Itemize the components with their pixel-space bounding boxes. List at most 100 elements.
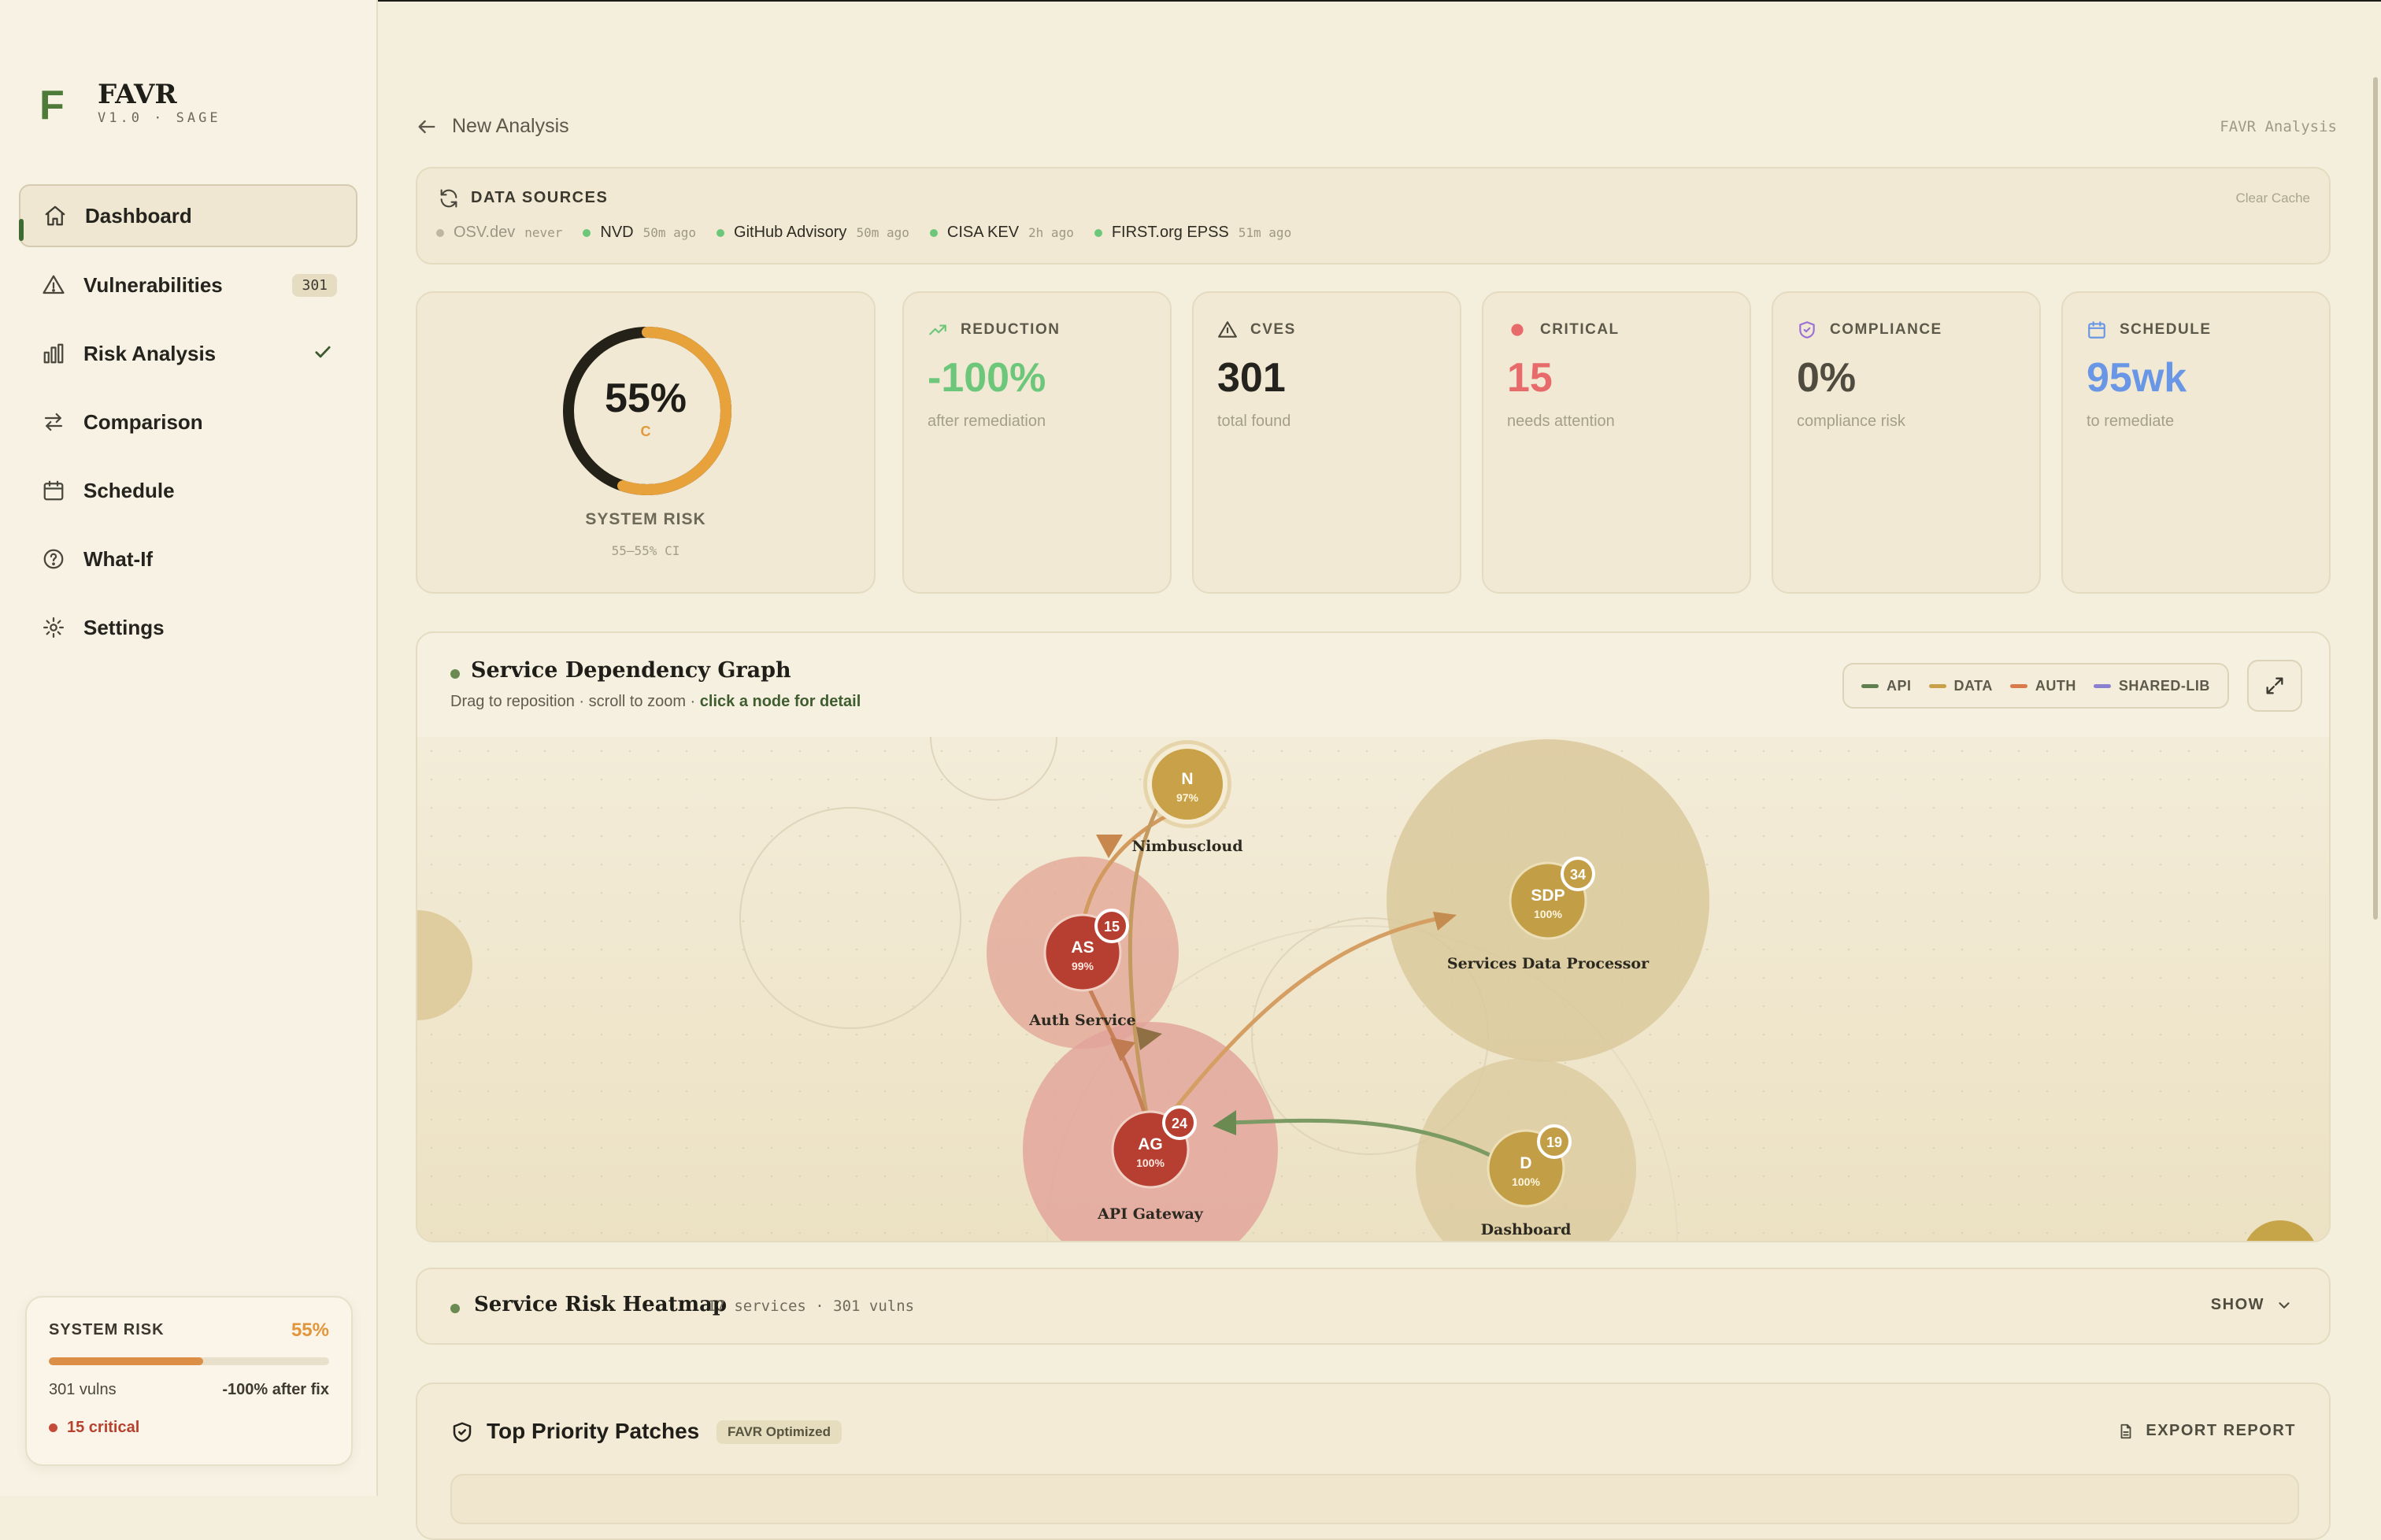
metric-value: 301	[1217, 355, 1286, 401]
metric-subtitle: total found	[1217, 413, 1291, 430]
calendar-icon	[39, 476, 68, 505]
node-abbr: AG	[1138, 1135, 1163, 1153]
source-cisa-kev: CISA KEV 2h ago	[929, 224, 1074, 242]
source-age: 50m ago	[856, 225, 909, 240]
legend-swatch	[2009, 683, 2027, 688]
node-count: 19	[1546, 1135, 1562, 1150]
back-link-label: New Analysis	[452, 115, 569, 137]
source-name: NVD	[600, 224, 634, 241]
graph-node-api-gateway[interactable]: AG 100% 24 API Gateway	[1097, 1105, 1204, 1223]
arrow-left-icon	[418, 120, 435, 133]
sidebar-item-vulnerabilities[interactable]: Vulnerabilities 301	[19, 254, 357, 317]
sidebar-item-dashboard[interactable]: Dashboard	[19, 184, 357, 247]
metric-subtitle: to remediate	[2087, 413, 2175, 430]
node-pct: 100%	[1534, 908, 1562, 920]
system-risk-gauge-card: 55% C SYSTEM RISK 55–55% CI	[416, 291, 876, 594]
graph-hint: Drag to reposition · scroll to zoom · cl…	[450, 693, 861, 711]
critical-card: CRITICAL 15 needs attention	[1482, 291, 1751, 594]
graph-hint-emphasis: click a node for detail	[699, 693, 861, 710]
gauge-label: SYSTEM RISK	[585, 510, 706, 528]
reduction-card: REDUCTION -100% after remediation	[902, 291, 1172, 594]
sidebar-item-schedule[interactable]: Schedule	[19, 459, 357, 522]
alert-triangle-icon	[39, 271, 68, 299]
metric-label: SCHEDULE	[2120, 321, 2212, 338]
source-name: FIRST.org EPSS	[1111, 224, 1229, 241]
risk-progress-bar	[49, 1357, 329, 1365]
graph-node-dashboard[interactable]: D 100% 19 Dashboard	[1481, 1124, 1572, 1238]
node-name: Nimbuscloud	[1131, 838, 1242, 855]
favr-optimized-badge: FAVR Optimized	[717, 1420, 842, 1444]
metric-value: -100%	[928, 355, 1046, 401]
sidebar-item-comparison[interactable]: Comparison	[19, 391, 357, 453]
alert-triangle-icon	[1217, 320, 1238, 344]
node-abbr: AS	[1071, 938, 1094, 957]
risk-card-value: 55%	[291, 1320, 329, 1341]
node-name: Auth Service	[1028, 1012, 1136, 1029]
heatmap-show-toggle[interactable]: SHOW	[2211, 1296, 2293, 1314]
node-count-badge	[1162, 1105, 1197, 1140]
gauge-value: 55%	[604, 376, 687, 421]
node-name: API Gateway	[1097, 1205, 1204, 1223]
metric-label: REDUCTION	[961, 321, 1061, 338]
node-abbr: N	[1181, 770, 1193, 788]
heatmap-title: Service Risk Heatmap	[474, 1293, 728, 1316]
brand-version: V1.0 · SAGE	[98, 110, 221, 126]
expand-button[interactable]	[2247, 660, 2302, 712]
calendar-icon	[2087, 320, 2107, 344]
source-osv: OSV.dev never	[436, 224, 562, 242]
risk-card-critical: 15 critical	[49, 1419, 139, 1437]
source-name: CISA KEV	[946, 224, 1020, 241]
file-icon	[2120, 1423, 2131, 1438]
data-sources-panel: DATA SOURCES Clear Cache OSV.dev never N…	[416, 167, 2331, 265]
node-count-badge	[1561, 857, 1595, 891]
sidebar-item-label: Comparison	[83, 409, 203, 434]
back-link[interactable]: New Analysis	[416, 115, 569, 138]
export-report-button[interactable]: EXPORT REPORT	[2117, 1422, 2296, 1440]
sidebar-item-risk-analysis[interactable]: Risk Analysis	[19, 322, 357, 385]
graph-title: Service Dependency Graph	[471, 658, 791, 683]
source-age: 2h ago	[1028, 225, 1074, 240]
source-github-advisory: GitHub Advisory 50m ago	[717, 224, 909, 242]
clear-cache-button[interactable]: Clear Cache	[2235, 191, 2311, 205]
risk-gauge	[563, 327, 731, 495]
legend-item-data: DATA	[1928, 678, 1993, 694]
graph-canvas[interactable]: N 97% Nimbuscloud AS 99% 15 Auth Service…	[417, 673, 2329, 1242]
node-count: 34	[1570, 867, 1586, 883]
legend-swatch	[1928, 683, 1946, 688]
legend-label: API	[1887, 677, 1912, 694]
offscreen-node[interactable]	[2242, 1220, 2318, 1242]
node-pct: 99%	[1072, 960, 1094, 972]
bar-chart-icon	[39, 339, 68, 368]
legend-item-api: API	[1861, 678, 1912, 694]
node-pct: 100%	[1512, 1175, 1540, 1188]
source-name: GitHub Advisory	[734, 224, 847, 241]
metric-label: CRITICAL	[1540, 321, 1620, 338]
sidebar-item-settings[interactable]: Settings	[19, 596, 357, 659]
service-risk-heatmap-panel: Service Risk Heatmap 17 services · 301 v…	[416, 1268, 2331, 1345]
risk-progress-fill	[49, 1357, 203, 1365]
graph-hint-text: Drag to reposition · scroll to zoom ·	[450, 693, 700, 710]
graph-node-auth-service[interactable]: AS 99% 15 Auth Service	[1028, 909, 1136, 1029]
sidebar-item-what-if[interactable]: What-If	[19, 528, 357, 590]
source-age: 51m ago	[1238, 225, 1292, 240]
source-nvd: NVD 50m ago	[583, 224, 696, 242]
help-circle-icon	[39, 545, 68, 573]
heatmap-meta: 17 services · 301 vulns	[707, 1298, 915, 1315]
source-list: OSV.dev never NVD 50m ago GitHub Advisor…	[436, 224, 1312, 242]
risk-card-after-fix: -100% after fix	[222, 1381, 329, 1398]
source-age: never	[524, 225, 563, 240]
metric-subtitle: after remediation	[928, 413, 1046, 430]
sidebar-item-label: What-If	[83, 546, 154, 571]
metric-value: 95wk	[2087, 355, 2187, 401]
expand-icon	[2266, 677, 2283, 694]
chevron-down-icon	[2279, 1301, 2290, 1309]
red-dot-icon	[49, 1423, 57, 1432]
graph-node-services-data-processor[interactable]: SDP 100% 34 Services Data Processor	[1447, 857, 1650, 972]
metric-value: 0%	[1797, 355, 1857, 401]
legend-swatch	[2093, 683, 2111, 688]
node-abbr: D	[1520, 1154, 1531, 1172]
graph-node-nimbuscloud[interactable]: N 97% Nimbuscloud	[1131, 744, 1243, 855]
gauge-fill	[563, 327, 731, 495]
metric-subtitle: needs attention	[1507, 413, 1615, 430]
scrollbar-thumb[interactable]	[2373, 77, 2378, 920]
